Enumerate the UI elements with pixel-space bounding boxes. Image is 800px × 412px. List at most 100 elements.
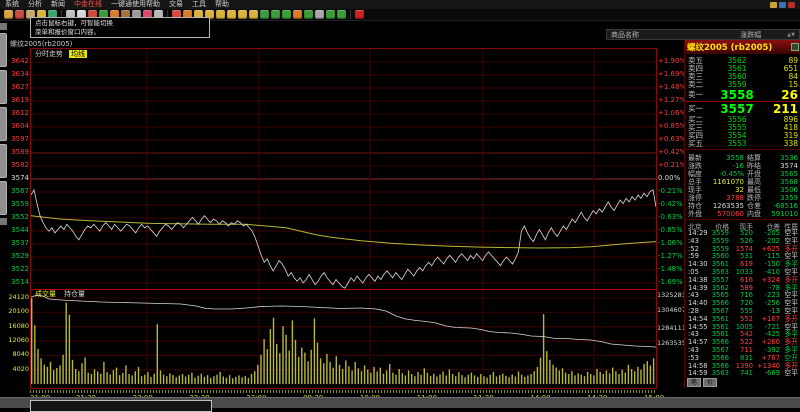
open-interest-label: 1304607 xyxy=(657,306,686,314)
tool-g2-icon[interactable] xyxy=(271,10,280,19)
info-label: 总手 xyxy=(688,178,702,186)
menu-item-0[interactable]: 系统 xyxy=(5,0,19,8)
tool-g1-icon[interactable] xyxy=(260,10,269,19)
percent-label: -1.69% xyxy=(658,277,683,286)
close-window-icon[interactable] xyxy=(788,1,795,8)
menu-item-6[interactable]: 工具 xyxy=(192,0,206,8)
percent-label: +0.63% xyxy=(658,134,687,143)
menu-item-5[interactable]: 交易 xyxy=(169,0,183,8)
info-value: 3574 xyxy=(780,162,798,170)
tick-price: 3566 xyxy=(711,361,729,370)
refresh-icon[interactable] xyxy=(48,10,57,19)
tick-row: 14:30 3561 619 -150 多平 xyxy=(685,260,800,269)
side-tab-4[interactable] xyxy=(0,144,7,178)
info-row: 幅度 -0.45% 开盘 3565 xyxy=(685,170,800,178)
menu-item-3[interactable]: 中金在线 xyxy=(74,0,102,8)
menu-item-2[interactable]: 新闻 xyxy=(51,0,65,8)
left-strip-bottom-button[interactable] xyxy=(0,218,7,225)
draw-icon[interactable] xyxy=(99,10,108,19)
info-label: 最低 xyxy=(747,186,761,194)
menu-item-1[interactable]: 分析 xyxy=(28,0,42,8)
help-icon[interactable] xyxy=(355,10,364,19)
tick-price: 3559 xyxy=(711,236,729,245)
tick-time: :43 xyxy=(688,236,699,245)
order-book-row-bid: 买一 3557 211 xyxy=(685,102,800,116)
tool-f2-icon[interactable] xyxy=(194,10,203,19)
menu-item-4[interactable]: 一键通使用帮助 xyxy=(111,0,160,8)
price-chart-canvas xyxy=(31,49,656,289)
zoom-in-icon[interactable] xyxy=(77,10,86,19)
tool-o1-icon[interactable] xyxy=(293,10,302,19)
tick-row: :52 3559 1574 +625 多开 xyxy=(685,244,800,254)
tool-f6-icon[interactable] xyxy=(238,10,247,19)
tool-g5-icon[interactable] xyxy=(326,10,335,19)
menu-item-7[interactable]: 帮助 xyxy=(215,0,229,8)
tool-g6-icon[interactable] xyxy=(337,10,346,19)
tick-oi-change: +767 xyxy=(761,353,780,362)
tick-row: :43 3561 542 -425 多平 xyxy=(685,331,800,339)
price-label: 3537 xyxy=(11,238,29,247)
tick-panel-tab-0[interactable]: 笔 xyxy=(687,378,701,387)
side-tab-3[interactable] xyxy=(0,107,7,141)
tick-time: :53 xyxy=(688,353,699,362)
tick-volume: 716 xyxy=(740,291,753,300)
tool-f3-icon[interactable] xyxy=(205,10,214,19)
brush-icon[interactable] xyxy=(110,10,119,19)
side-tab-2[interactable] xyxy=(0,70,7,104)
percent-label: +1.27% xyxy=(658,95,687,104)
tool-g3-icon[interactable] xyxy=(282,10,291,19)
quote-list-header: 商品名称 涨跌幅 ▲▼ xyxy=(606,29,800,40)
tick-volume: 831 xyxy=(740,353,753,362)
back-icon[interactable] xyxy=(4,10,13,19)
cup-icon[interactable] xyxy=(121,10,130,19)
search-icon[interactable] xyxy=(66,10,75,19)
quote-panel-title: 螺纹2005 (rb2005) xyxy=(687,43,773,53)
marker-icon[interactable] xyxy=(143,10,152,19)
tool-f5-icon[interactable] xyxy=(227,10,236,19)
price-label: 3627 xyxy=(11,82,29,91)
tick-table-header: 北京 价格 现手 仓差 性质 xyxy=(685,221,800,231)
quote-book-icon[interactable] xyxy=(26,10,35,19)
percent-label: +1.69% xyxy=(658,69,687,78)
ob-price: 3558 xyxy=(720,87,754,102)
tick-time: 14:30 xyxy=(688,260,708,269)
ob-label: 卖四 xyxy=(688,63,703,73)
info-value: 591010 xyxy=(771,210,798,218)
tool-f1-icon[interactable] xyxy=(183,10,192,19)
side-tab-1[interactable] xyxy=(0,33,7,67)
edit-icon[interactable] xyxy=(88,10,97,19)
section-divider xyxy=(685,149,800,150)
tick-time: 14:39 xyxy=(688,283,708,292)
info-label: 内盘 xyxy=(747,210,761,218)
restore-window-icon[interactable] xyxy=(779,1,786,8)
tick-panel-tab-1[interactable]: 价 xyxy=(703,378,717,387)
kline-chart-icon[interactable] xyxy=(172,10,181,19)
tool-f7-icon[interactable] xyxy=(249,10,258,19)
tick-volume: 1005 xyxy=(735,322,753,331)
ob-price: 3559 xyxy=(727,79,747,89)
minimize-window-icon[interactable] xyxy=(770,1,777,8)
info-label: 结算 xyxy=(747,154,761,162)
home-icon[interactable] xyxy=(15,10,24,19)
side-tab-5[interactable] xyxy=(0,181,7,215)
order-book-divider xyxy=(685,101,800,102)
info-value: -0.45% xyxy=(719,170,744,178)
tick-volume: 726 xyxy=(740,299,753,308)
ob-label: 买二 xyxy=(688,114,703,124)
money-icon[interactable] xyxy=(37,10,46,19)
tool-f4-icon[interactable] xyxy=(216,10,225,19)
price-label: 3589 xyxy=(11,147,29,156)
tool-gray-icon[interactable] xyxy=(315,10,324,19)
tick-nature: 空开 xyxy=(784,353,798,362)
tool-g4-icon[interactable] xyxy=(304,10,313,19)
tick-price: 3559 xyxy=(711,244,729,253)
tick-oi-change: -669 xyxy=(764,369,780,378)
price-label: 3529 xyxy=(11,251,29,260)
left-strip-top-button[interactable] xyxy=(0,23,7,30)
panel-window-icon[interactable] xyxy=(791,43,799,51)
filter-icon[interactable] xyxy=(132,10,141,19)
table-icon[interactable] xyxy=(154,10,163,19)
percent-label: 0.00% xyxy=(658,173,681,182)
tick-row: 14:38 3557 616 +324 多开 xyxy=(685,276,800,285)
ob-price: 3562 xyxy=(727,55,747,65)
